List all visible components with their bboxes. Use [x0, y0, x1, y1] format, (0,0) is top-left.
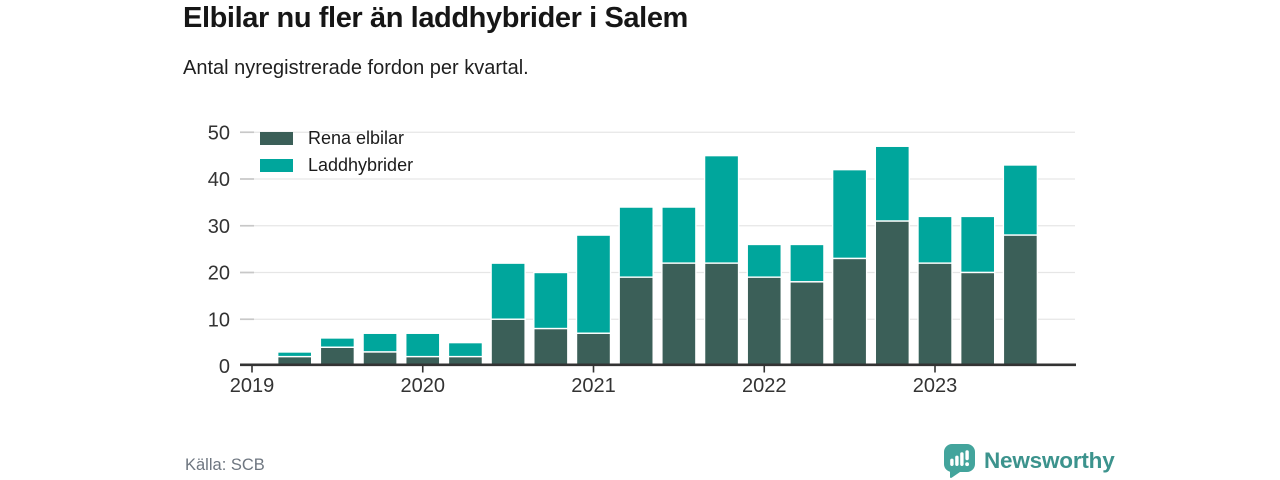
bar-segment-rena-elbilar	[490, 318, 526, 367]
bar-segment-laddhybrider	[533, 271, 569, 330]
bar-segment-laddhybrider	[447, 341, 484, 358]
bar-segment-rena-elbilar	[703, 262, 740, 367]
bar-segment-rena-elbilar	[319, 346, 356, 367]
source-note: Källa: SCB	[185, 456, 265, 474]
bar-segment-rena-elbilar	[1002, 234, 1039, 367]
bar-segment-rena-elbilar	[618, 276, 654, 367]
newsworthy-logo[interactable]: Newsworthy	[944, 444, 1115, 478]
bar-segment-laddhybrider	[319, 337, 356, 349]
bar-segment-rena-elbilar	[874, 220, 911, 367]
bar-segment-rena-elbilar	[959, 271, 996, 367]
bar-segment-laddhybrider	[831, 168, 868, 260]
bar-segment-laddhybrider	[405, 332, 441, 358]
y-axis-tick-label: 50	[208, 122, 230, 144]
bar-segment-laddhybrider	[1002, 164, 1039, 236]
x-axis-tick-label: 2022	[742, 375, 787, 397]
legend-swatch-rena-elbilar	[260, 132, 293, 145]
legend-swatch-laddhybrider	[260, 159, 293, 172]
bar-segment-laddhybrider	[789, 243, 825, 283]
legend-label: Rena elbilar	[308, 128, 405, 148]
bar-segment-rena-elbilar	[575, 332, 612, 367]
x-axis-tick-label: 2023	[913, 375, 958, 397]
newsworthy-logo-icon	[944, 444, 975, 478]
bar-segment-laddhybrider	[917, 215, 953, 264]
bar-segment-rena-elbilar	[789, 281, 825, 367]
x-axis-tick-label: 2019	[230, 375, 275, 397]
bar-segment-laddhybrider	[746, 243, 782, 278]
bar-segment-rena-elbilar	[533, 327, 569, 367]
legend-item-laddhybrider: Laddhybrider	[260, 156, 413, 175]
chart-legend: Rena elbilar Laddhybrider	[260, 129, 413, 175]
legend-label: Laddhybrider	[308, 155, 414, 175]
chart-subtitle: Antal nyregistrerade fordon per kvartal.	[183, 57, 529, 79]
bar-segment-rena-elbilar	[746, 276, 782, 367]
bar-segment-laddhybrider	[362, 332, 398, 353]
bar-segment-laddhybrider	[703, 154, 740, 264]
bar-segment-laddhybrider	[490, 262, 526, 320]
bar-segment-laddhybrider	[618, 206, 654, 278]
bar-segment-rena-elbilar	[917, 262, 953, 367]
y-axis-tick-label: 20	[208, 263, 230, 285]
bar-segment-rena-elbilar	[661, 262, 697, 367]
y-axis-tick-label: 10	[208, 309, 230, 331]
bar-segment-laddhybrider	[874, 145, 911, 222]
y-axis-tick-label: 0	[219, 356, 230, 378]
bar-segment-laddhybrider	[575, 234, 612, 334]
bar-segment-rena-elbilar	[831, 257, 868, 367]
chart-title: Elbilar nu fler än laddhybrider i Salem	[183, 2, 688, 34]
newsworthy-logo-text: Newsworthy	[984, 448, 1115, 473]
legend-item-rena-elbilar: Rena elbilar	[260, 129, 413, 148]
bar-segment-laddhybrider	[661, 206, 697, 264]
y-axis-tick-label: 30	[208, 216, 230, 238]
bar-segment-laddhybrider	[959, 215, 996, 274]
x-axis-tick-label: 2020	[401, 375, 446, 397]
y-axis-tick-label: 40	[208, 169, 230, 191]
x-axis-tick-label: 2021	[571, 375, 616, 397]
bar-segment-laddhybrider	[276, 351, 313, 358]
